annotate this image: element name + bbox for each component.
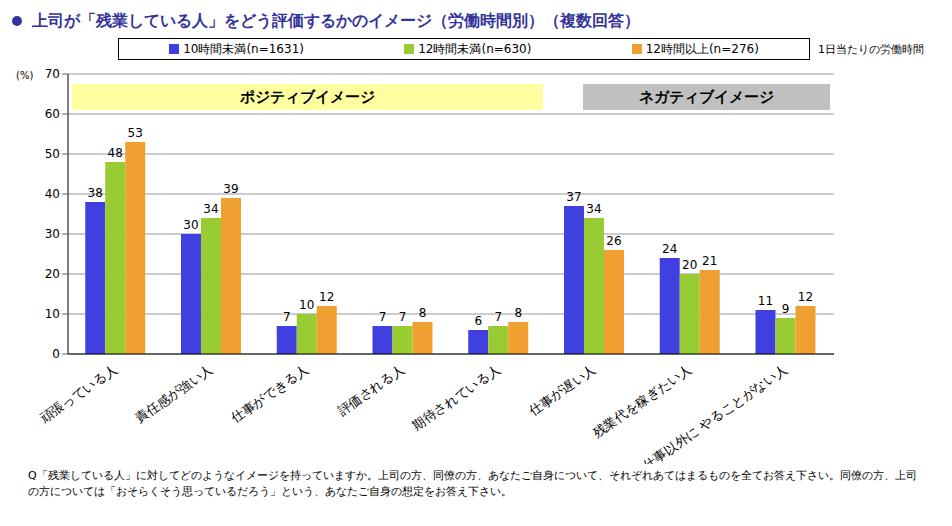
svg-text:仕事ができる人: 仕事ができる人	[227, 361, 311, 426]
svg-text:34: 34	[203, 202, 218, 216]
svg-text:8: 8	[419, 306, 427, 320]
svg-text:仕事以外に やることがない人: 仕事以外に やることがない人	[639, 361, 790, 464]
svg-text:39: 39	[223, 182, 238, 196]
svg-text:20: 20	[682, 258, 697, 272]
svg-text:評価される人: 評価される人	[335, 361, 407, 418]
svg-text:30: 30	[45, 227, 60, 241]
svg-text:26: 26	[606, 234, 621, 248]
svg-text:責任感が強い人: 責任感が強い人	[132, 361, 215, 425]
svg-text:24: 24	[662, 242, 677, 256]
svg-text:20: 20	[45, 267, 60, 281]
svg-text:40: 40	[45, 187, 60, 201]
svg-text:38: 38	[88, 186, 103, 200]
svg-text:10: 10	[45, 307, 60, 321]
svg-text:11: 11	[758, 294, 773, 308]
svg-text:60: 60	[45, 107, 60, 121]
html-text:10時間未満(n=1631): 10時間未満(n=1631)	[183, 41, 304, 56]
svg-text:8: 8	[514, 306, 522, 320]
svg-text:48: 48	[108, 146, 123, 160]
svg-text:頑張っている人: 頑張っている人	[37, 361, 120, 425]
svg-text:0: 0	[52, 347, 60, 361]
svg-text:7: 7	[379, 310, 387, 324]
svg-text:53: 53	[128, 126, 143, 140]
html-text:12時間未満(n=630): 12時間未満(n=630)	[418, 41, 532, 56]
svg-text:30: 30	[183, 218, 198, 232]
html-text:ネガティブイメージ: ネガティブイメージ	[638, 87, 774, 106]
svg-text:7: 7	[399, 310, 407, 324]
svg-text:仕事が遅い人: 仕事が遅い人	[525, 361, 598, 419]
html-text:12時間以上(n=276): 12時間以上(n=276)	[645, 41, 759, 56]
html-text:Q「残業している人」に対してどのようなイメージを持っています: Q「残業している人」に対してどのようなイメージを持っていますか。上司の方、同僚の…	[28, 469, 917, 498]
svg-text:期待されている人: 期待されている人	[409, 361, 503, 433]
svg-text:21: 21	[702, 254, 717, 268]
svg-text:10: 10	[299, 298, 314, 312]
html-text:上司が「残業している人」をどう評価するかのイメージ（労働時間: 上司が「残業している人」をどう評価するかのイメージ（労働時間別）（複数回答）	[32, 10, 640, 30]
svg-text:6: 6	[474, 314, 482, 328]
svg-text:50: 50	[45, 147, 60, 161]
svg-text:70: 70	[45, 67, 60, 81]
html-text:1日当たりの労働時間: 1日当たりの労働時間	[818, 43, 924, 56]
svg-text:9: 9	[782, 302, 790, 316]
svg-text:7: 7	[283, 310, 291, 324]
svg-text:37: 37	[566, 190, 581, 204]
svg-text:7: 7	[494, 310, 502, 324]
svg-text:34: 34	[586, 202, 601, 216]
svg-text:12: 12	[319, 290, 334, 304]
svg-text:残業代を稼ぎたい人: 残業代を稼ぎたい人	[590, 361, 694, 440]
svg-text:12: 12	[798, 290, 813, 304]
html-text:ポジティブイメージ: ポジティブイメージ	[239, 87, 375, 106]
